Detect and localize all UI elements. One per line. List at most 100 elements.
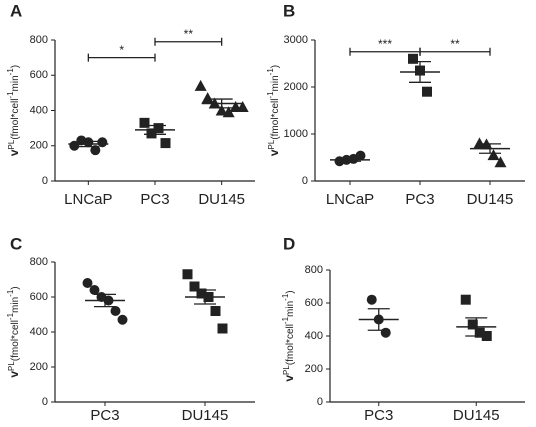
x-tick-label: DU145 xyxy=(467,191,514,208)
data-point xyxy=(460,294,471,305)
y-tick-label: 800 xyxy=(30,34,48,46)
significance-label: * xyxy=(119,43,124,57)
data-point xyxy=(117,314,128,325)
data-point xyxy=(160,138,171,149)
y-tick-label: 0 xyxy=(42,175,48,187)
panel-label: B xyxy=(283,1,295,20)
data-point xyxy=(189,281,200,292)
data-point xyxy=(182,269,193,280)
data-point xyxy=(194,79,207,91)
data-point xyxy=(487,149,500,161)
y-axis-label-part: ) xyxy=(10,286,21,289)
x-tick-label: LNCaP xyxy=(64,191,112,208)
y-axis-label-part: v xyxy=(7,371,21,378)
data-point xyxy=(110,306,121,316)
data-point xyxy=(196,288,207,299)
y-axis-label-part: -1 xyxy=(266,68,275,76)
y-axis-label-part: PL xyxy=(7,361,16,371)
y-tick-label: 600 xyxy=(30,69,48,81)
data-point xyxy=(217,323,228,334)
x-tick-label: PC3 xyxy=(90,407,119,424)
data-point xyxy=(380,327,391,338)
data-point xyxy=(201,92,214,104)
x-tick-label: DU145 xyxy=(453,407,500,424)
y-tick-label: 0 xyxy=(42,396,48,408)
y-tick-label: 200 xyxy=(30,140,48,152)
y-axis-label-part: ) xyxy=(10,65,21,68)
y-axis-label-part: (fmol*cell xyxy=(10,99,21,140)
y-tick-label: 600 xyxy=(30,291,48,303)
y-axis-label-part: ) xyxy=(270,65,281,68)
y-axis-label-part: min xyxy=(10,75,21,91)
significance-label: *** xyxy=(378,37,392,51)
data-point xyxy=(153,123,164,134)
y-tick-label: 800 xyxy=(30,256,48,268)
y-axis-label-part: (fmol*cell xyxy=(285,324,296,365)
data-point xyxy=(210,306,221,316)
data-point xyxy=(89,285,100,295)
y-axis-label-part: v xyxy=(267,149,281,156)
y-tick-label: 0 xyxy=(302,175,308,187)
y-axis-label-part: PL xyxy=(267,139,276,149)
y-tick-label: 200 xyxy=(305,363,323,375)
y-axis-label-part: -1 xyxy=(6,91,15,99)
y-axis-label: vPL(fmol*cell-1min-1) xyxy=(281,290,296,381)
x-tick-label: DU145 xyxy=(182,407,229,424)
y-axis-label: vPL(fmol*cell-1min-1) xyxy=(6,65,21,156)
data-point xyxy=(473,137,486,149)
y-axis-label-part: -1 xyxy=(6,68,15,76)
y-axis-label: vPL(fmol*cell-1min-1) xyxy=(6,286,21,377)
y-axis-label-part: -1 xyxy=(281,316,290,324)
y-tick-label: 400 xyxy=(30,104,48,116)
y-axis-label: vPL(fmol*cell-1min-1) xyxy=(266,65,281,156)
y-axis-label-part: -1 xyxy=(281,293,290,301)
data-point xyxy=(82,278,93,288)
data-point xyxy=(90,145,101,156)
panel-label: D xyxy=(283,234,295,253)
y-tick-label: 1000 xyxy=(284,128,308,140)
y-axis-label-part: (fmol*cell xyxy=(10,320,21,361)
data-point xyxy=(139,117,150,128)
data-point xyxy=(146,128,157,139)
y-tick-label: 0 xyxy=(317,396,323,408)
y-axis-label-part: PL xyxy=(7,139,16,149)
y-tick-label: 400 xyxy=(305,330,323,342)
y-tick-label: 2000 xyxy=(284,81,308,93)
y-axis-label-part: v xyxy=(282,375,296,382)
data-point xyxy=(422,86,432,97)
significance-label: ** xyxy=(450,37,460,51)
significance-label: ** xyxy=(184,27,194,41)
y-tick-label: 200 xyxy=(30,361,48,373)
data-point xyxy=(97,137,108,148)
y-tick-label: 800 xyxy=(305,264,323,276)
y-tick-label: 3000 xyxy=(284,34,308,46)
x-tick-label: PC3 xyxy=(140,191,169,208)
y-axis-label-part: min xyxy=(10,297,21,313)
x-tick-label: LNCaP xyxy=(326,191,374,208)
panel-label: A xyxy=(10,1,22,20)
data-point xyxy=(408,53,418,64)
y-axis-label-part: (fmol*cell xyxy=(270,99,281,140)
panel-label: C xyxy=(10,234,22,253)
data-point xyxy=(494,156,507,168)
data-point xyxy=(366,294,377,305)
data-point xyxy=(222,106,235,118)
data-point xyxy=(474,327,485,338)
data-point xyxy=(467,319,478,330)
y-tick-label: 400 xyxy=(30,326,48,338)
x-tick-label: PC3 xyxy=(364,407,393,424)
y-axis-label-part: v xyxy=(7,149,21,156)
y-axis-label-part: ) xyxy=(285,290,296,293)
y-tick-label: 600 xyxy=(305,297,323,309)
data-point xyxy=(236,100,249,112)
y-axis-label-part: min xyxy=(285,301,296,317)
y-axis-label-part: min xyxy=(270,75,281,91)
data-point xyxy=(215,104,228,116)
y-axis-label-part: -1 xyxy=(266,91,275,99)
x-tick-label: PC3 xyxy=(405,191,434,208)
x-tick-label: DU145 xyxy=(198,191,245,208)
y-axis-label-part: PL xyxy=(282,365,291,375)
y-axis-label-part: -1 xyxy=(6,312,15,320)
y-axis-label-part: -1 xyxy=(6,289,15,297)
